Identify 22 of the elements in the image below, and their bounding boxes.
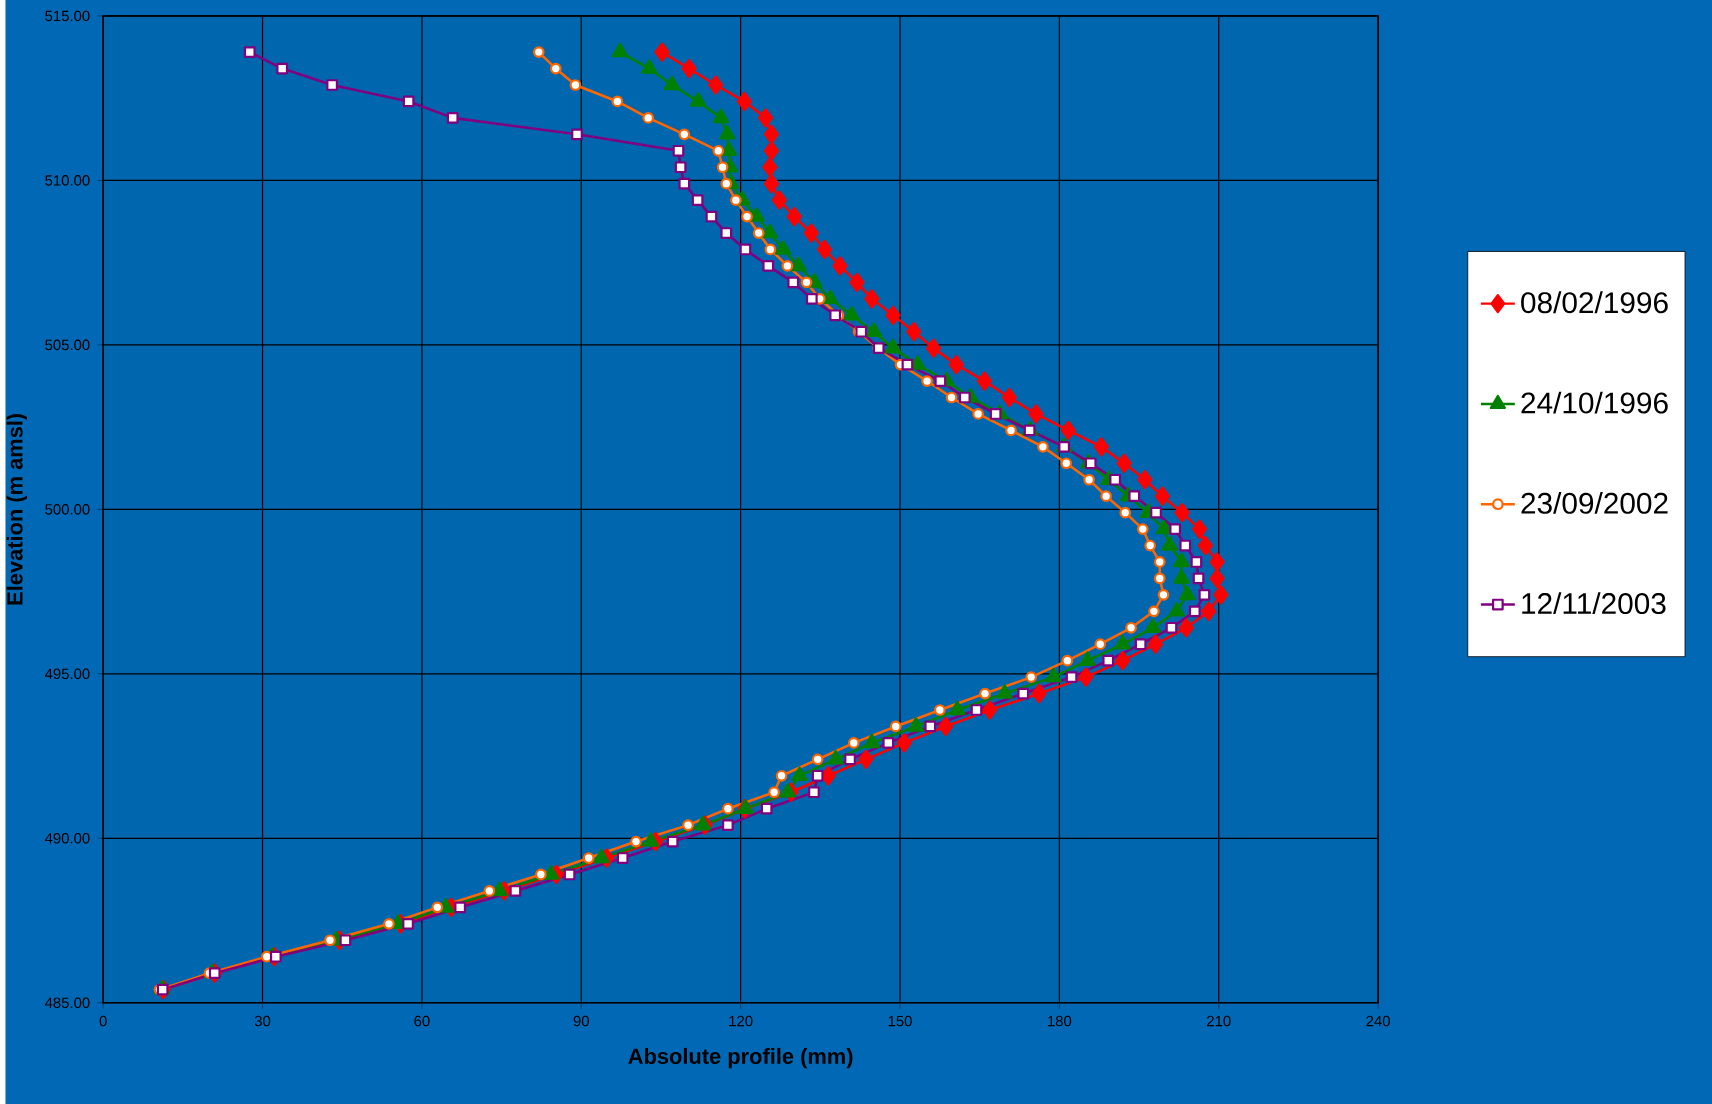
x-tick-label: 60 (414, 1015, 430, 1027)
legend-label: 08/02/1996 (1521, 291, 1668, 314)
x-tick-label: 0 (99, 1015, 107, 1027)
y-tick-label: 510.00 (45, 174, 90, 186)
x-tick-label: 150 (888, 1015, 912, 1027)
x-axis-title: Absolute profile (mm) (628, 1047, 853, 1069)
legend-label: 12/11/2003 (1522, 592, 1666, 614)
y-tick-label: 490.00 (44, 832, 90, 844)
y-tick-label: 495.00 (44, 668, 90, 679)
y-tick-label: 485.00 (44, 997, 90, 1008)
y-tick-label: 505.00 (45, 339, 90, 350)
legend-label: 24/10/1996 (1521, 391, 1668, 414)
x-tick-label: 30 (254, 1015, 271, 1027)
legend-label: 23/09/2002 (1521, 491, 1668, 514)
x-tick-label: 90 (573, 1015, 589, 1027)
x-tick-label: 120 (729, 1015, 753, 1027)
x-tick-label: 210 (1207, 1015, 1231, 1027)
y-tick-label: 500.00 (45, 503, 90, 515)
y-tick-label: 515.00 (45, 10, 90, 21)
y-axis-title: Elevation (m amsl) (6, 413, 27, 605)
x-tick-label: 180 (1048, 1015, 1072, 1027)
x-tick-label: 240 (1366, 1015, 1390, 1027)
